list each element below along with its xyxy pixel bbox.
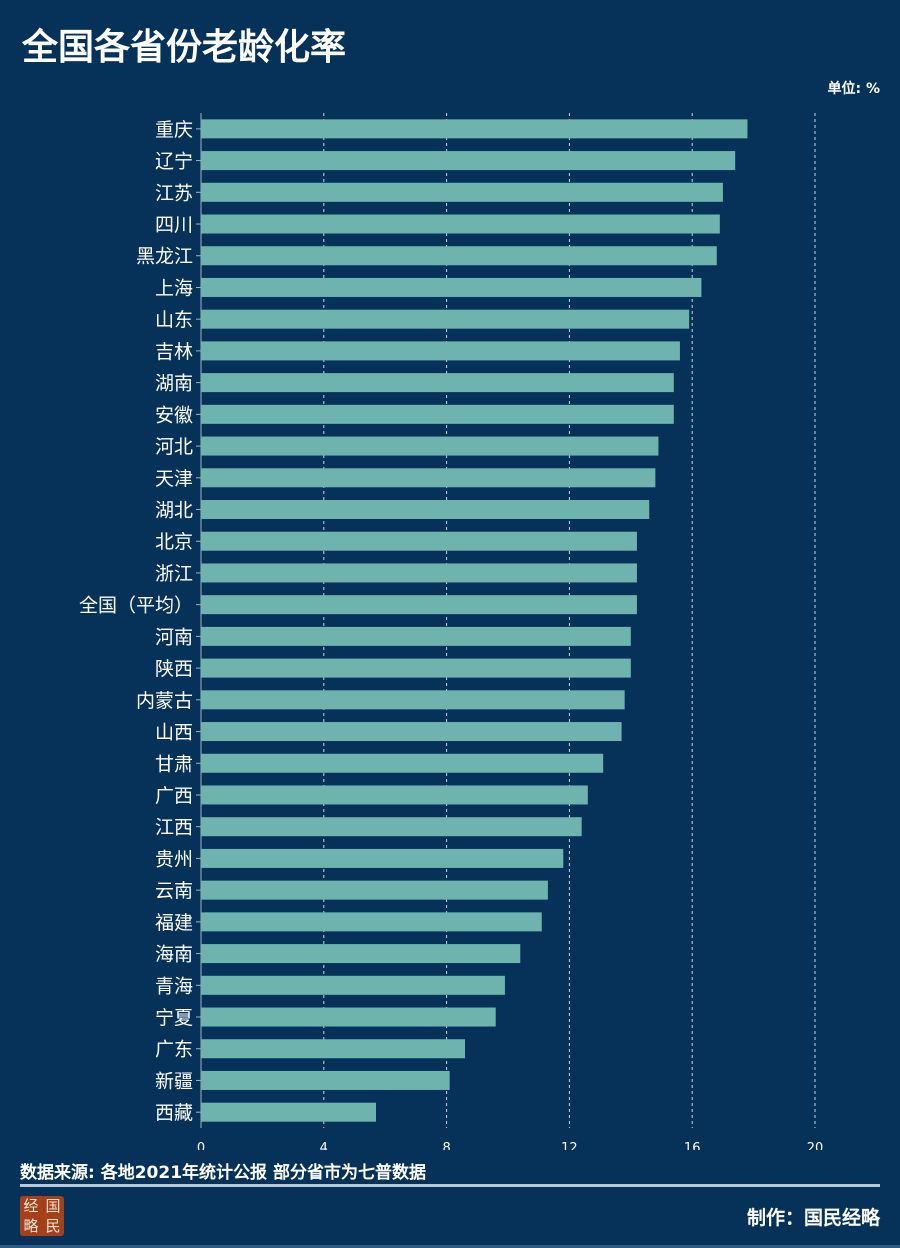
category-label: 江西 — [155, 817, 193, 839]
category-label: 甘肃 — [155, 753, 193, 775]
category-label: 内蒙古 — [136, 690, 193, 712]
category-label: 新疆 — [155, 1070, 193, 1092]
category-label: 吉林 — [155, 341, 193, 363]
category-label: 海南 — [155, 944, 193, 966]
bar — [201, 214, 720, 234]
bar — [201, 436, 659, 456]
bar — [201, 246, 717, 266]
divider — [20, 1184, 880, 1187]
category-label: 广东 — [155, 1039, 193, 1061]
bar — [201, 373, 674, 393]
category-label: 湖南 — [155, 373, 193, 395]
bar — [201, 404, 674, 424]
category-label: 黑龙江 — [136, 246, 193, 268]
bar — [201, 817, 582, 837]
bar — [201, 722, 622, 742]
bar — [201, 658, 631, 678]
source-note: 数据来源: 各地2021年统计公报 部分省市为七普数据 — [20, 1163, 426, 1183]
x-tick-label: 0 — [197, 1141, 205, 1150]
category-label: 安徽 — [155, 404, 193, 426]
bar — [201, 690, 625, 710]
bar — [201, 595, 637, 615]
bar — [201, 1070, 450, 1090]
unit-label: 单位: % — [827, 81, 881, 97]
bar — [201, 880, 548, 900]
bar — [201, 975, 505, 995]
category-label: 广西 — [155, 785, 193, 807]
bar — [201, 277, 702, 297]
category-label: 上海 — [155, 277, 193, 299]
category-label: 西藏 — [155, 1102, 193, 1124]
bar — [201, 1102, 376, 1122]
bar — [201, 309, 690, 329]
category-label: 全国（平均） — [79, 595, 193, 617]
category-label: 天津 — [155, 468, 193, 490]
category-label: 山东 — [155, 309, 193, 331]
bar — [201, 563, 637, 583]
category-label: 河北 — [155, 436, 193, 458]
category-label: 北京 — [155, 531, 193, 553]
bar — [201, 341, 680, 361]
x-tick-label: 12 — [561, 1141, 578, 1150]
x-tick-label: 16 — [684, 1141, 701, 1150]
bar — [201, 151, 736, 171]
category-label: 云南 — [155, 880, 193, 902]
category-label: 青海 — [155, 975, 193, 997]
category-label: 江苏 — [155, 182, 193, 204]
bar — [201, 531, 637, 551]
credit: 制作：国民经略 — [746, 1207, 880, 1229]
bar — [201, 785, 588, 805]
category-label: 陕西 — [155, 658, 193, 680]
category-label: 湖北 — [155, 500, 193, 522]
bar — [201, 848, 564, 868]
bar — [201, 468, 656, 488]
category-label: 福建 — [155, 912, 193, 934]
category-label: 四川 — [155, 214, 193, 236]
bottom-border — [0, 1245, 900, 1248]
category-label: 河南 — [155, 626, 193, 648]
bar — [201, 1039, 466, 1059]
category-label: 山西 — [155, 722, 193, 744]
category-label: 贵州 — [155, 848, 193, 870]
bar — [201, 944, 521, 964]
category-label: 重庆 — [155, 119, 193, 141]
logo: 经国略民 — [20, 1196, 64, 1236]
category-label: 宁夏 — [155, 1007, 193, 1029]
bar — [201, 912, 542, 932]
bar — [201, 753, 604, 773]
x-tick-label: 20 — [807, 1141, 824, 1150]
bar-chart: 0 4 8 12 16 20 重庆辽宁江苏四川黑龙江上海山东吉林湖南安徽河北天津湖北北京浙江… — [79, 113, 824, 1150]
page-title: 全国各省份老龄化率 — [22, 27, 347, 68]
bar — [201, 626, 631, 646]
bar — [201, 119, 748, 139]
bar — [201, 182, 723, 202]
category-label: 浙江 — [155, 563, 193, 585]
x-tick-label: 4 — [320, 1141, 328, 1150]
category-label: 辽宁 — [155, 151, 193, 173]
bar — [201, 500, 650, 519]
x-tick-label: 8 — [442, 1141, 450, 1150]
bar — [201, 1007, 496, 1027]
